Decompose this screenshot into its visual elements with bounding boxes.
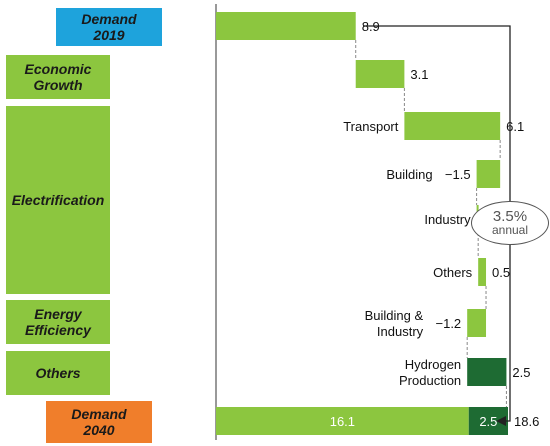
bar-label-7: Hydrogen Production	[399, 357, 461, 388]
bar-2	[404, 112, 501, 140]
final-segment-0	[216, 407, 469, 435]
bar-7	[467, 358, 507, 386]
category-energy-efficiency: Energy Efficiency	[6, 300, 110, 344]
annual-rate-text: 3.5%	[492, 207, 528, 225]
category-demand-2040: Demand 2040	[46, 401, 152, 443]
bar-1	[355, 60, 405, 88]
bar-6	[467, 309, 487, 337]
final-segment-label-1: 2.5	[479, 414, 497, 429]
value-label-5: 0.5	[492, 265, 510, 280]
final-segment-label-0: 16.1	[330, 414, 355, 429]
growth-arrow-head	[496, 416, 506, 426]
value-label-7: 2.5	[512, 365, 530, 380]
value-label-1: 3.1	[410, 67, 428, 82]
bar-0	[216, 12, 356, 40]
final-total-label: 18.6	[514, 414, 539, 429]
annual-growth-callout: 3.5% annual	[471, 201, 549, 245]
bar-label-2: Transport	[343, 119, 399, 134]
category-electrification: Electrification	[6, 106, 110, 294]
bar-label-3: Building	[386, 167, 432, 182]
bar-label-6: Building & Industry	[365, 308, 424, 339]
bar-5	[478, 258, 487, 286]
category-economic-growth: Economic Growth	[6, 55, 110, 99]
category-demand-2019: Demand 2019	[56, 8, 162, 46]
value-label-6: −1.2	[436, 316, 462, 331]
bar-3	[476, 160, 501, 188]
value-label-2: 6.1	[506, 119, 524, 134]
value-label-3: −1.5	[445, 167, 471, 182]
bar-label-4: Industry	[424, 212, 471, 227]
bar-label-5: Others	[433, 265, 473, 280]
annual-label-text: annual	[491, 222, 529, 237]
category-others: Others	[6, 351, 110, 395]
